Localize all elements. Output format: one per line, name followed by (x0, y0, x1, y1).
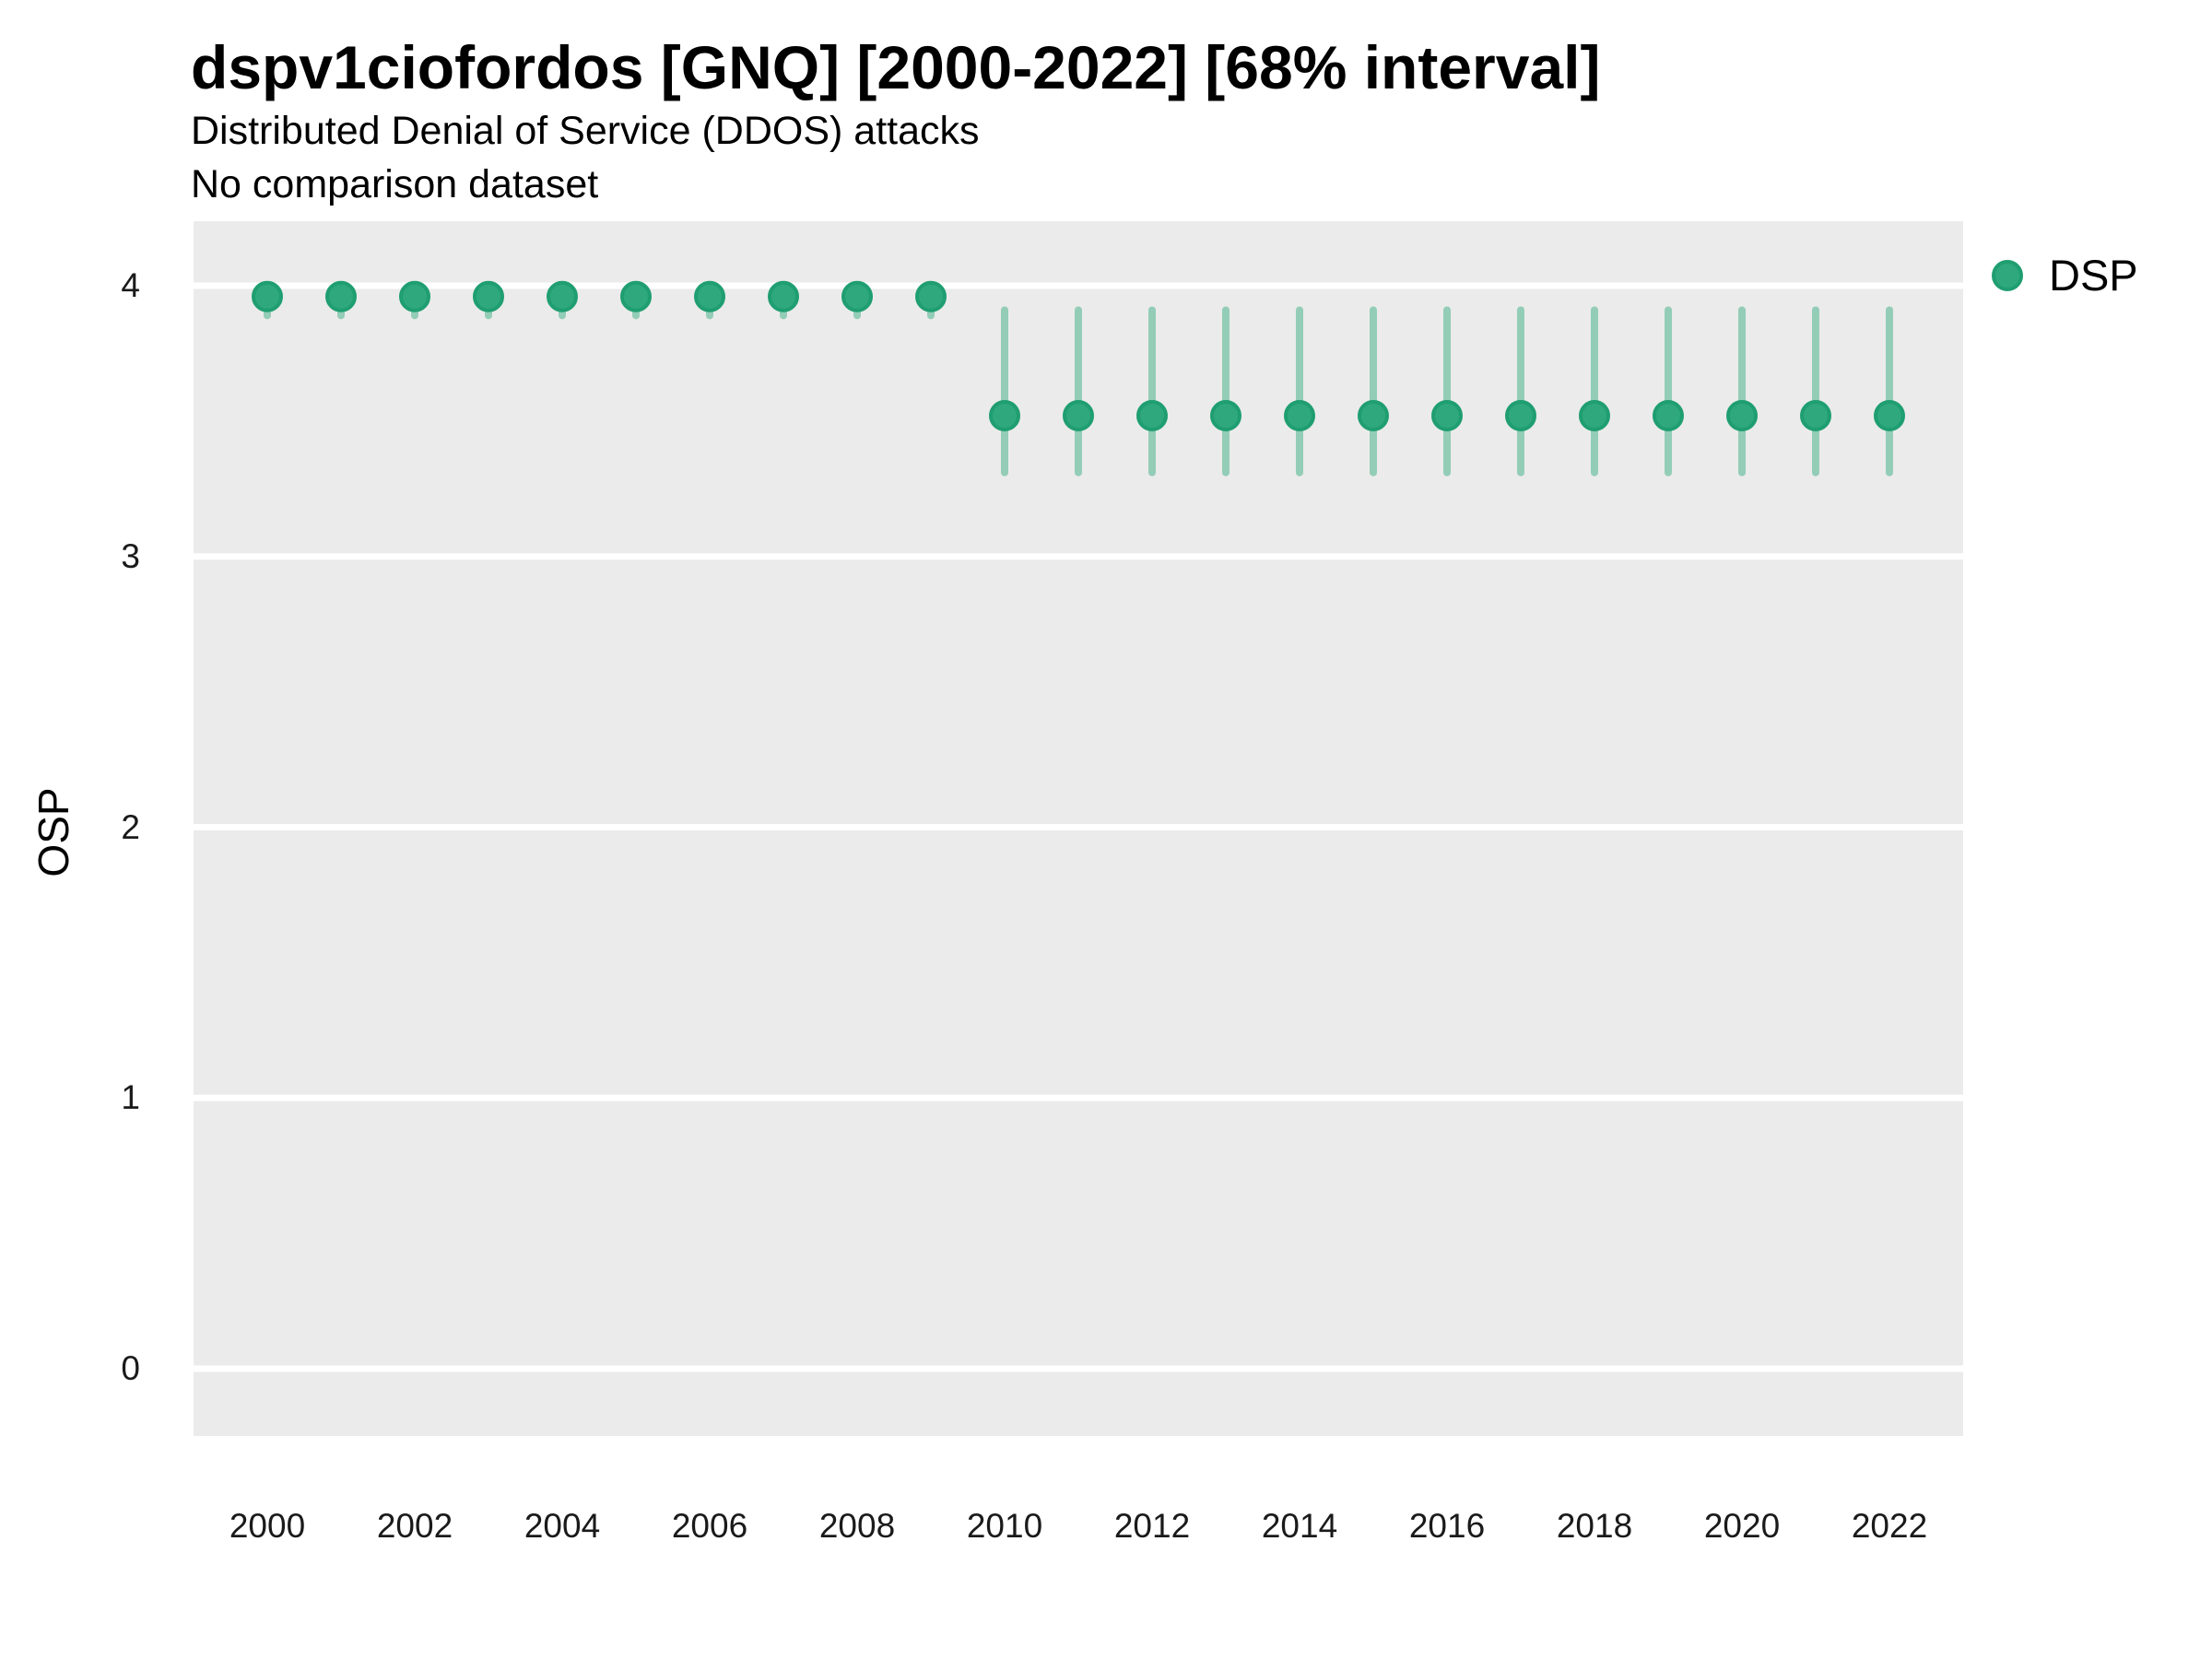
data-point-2015 (1358, 400, 1389, 431)
legend: DSP (1992, 251, 2138, 300)
y-tick-label-0: 0 (121, 1349, 140, 1387)
data-point-2010 (989, 400, 1020, 431)
data-point-2020 (1726, 400, 1758, 431)
data-point-2011 (1063, 400, 1094, 431)
data-point-2005 (620, 280, 652, 312)
x-tick-label-2006: 2006 (671, 1507, 748, 1545)
chart-subtitle: Distributed Denial of Service (DDOS) att… (191, 109, 980, 153)
y-tick-label-2: 2 (121, 807, 140, 846)
x-tick-label-2004: 2004 (524, 1507, 601, 1545)
chart-title: dspv1ciofordos [GNQ] [2000-2022] [68% in… (191, 33, 1601, 101)
data-point-2007 (768, 280, 799, 312)
data-point-2019 (1653, 400, 1684, 431)
x-tick-label-2002: 2002 (376, 1507, 453, 1545)
data-point-2008 (841, 280, 873, 312)
x-tick-label-2014: 2014 (1261, 1507, 1338, 1545)
x-tick-label-2018: 2018 (1556, 1507, 1633, 1545)
data-point-2002 (399, 280, 430, 312)
y-tick-label-1: 1 (121, 1078, 140, 1117)
data-point-2018 (1579, 400, 1610, 431)
x-tick-label-2008: 2008 (818, 1507, 896, 1545)
y-tick-label-3: 3 (121, 536, 140, 575)
x-tick-label-2010: 2010 (966, 1507, 1043, 1545)
x-tick-label-2016: 2016 (1408, 1507, 1486, 1545)
data-point-2001 (325, 280, 357, 312)
chart-note: No comparison dataset (191, 162, 599, 206)
legend-label: DSP (2049, 251, 2138, 300)
data-point-2016 (1431, 400, 1463, 431)
data-point-2021 (1800, 400, 1831, 431)
x-tick-label-2022: 2022 (1851, 1507, 1928, 1545)
data-point-2000 (252, 280, 283, 312)
data-point-2022 (1874, 400, 1905, 431)
data-point-2017 (1505, 400, 1536, 431)
legend-point-icon (1992, 260, 2023, 291)
data-point-2004 (547, 280, 578, 312)
data-point-2009 (915, 280, 947, 312)
data-point-2012 (1136, 400, 1168, 431)
data-point-2013 (1210, 400, 1241, 431)
x-tick-label-2000: 2000 (229, 1507, 306, 1545)
data-point-2003 (473, 280, 504, 312)
y-tick-label-4: 4 (121, 266, 140, 304)
data-point-2006 (694, 280, 725, 312)
data-point-2014 (1284, 400, 1315, 431)
x-tick-label-2020: 2020 (1703, 1507, 1781, 1545)
x-tick-label-2012: 2012 (1113, 1507, 1191, 1545)
